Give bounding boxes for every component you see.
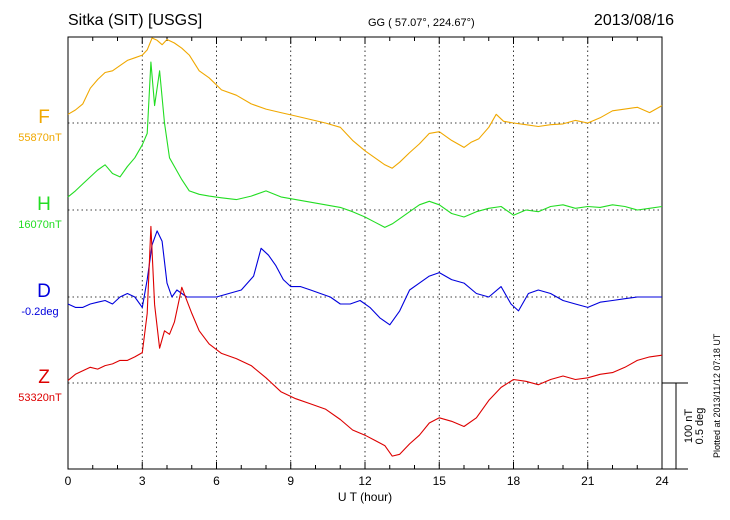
x-tick-label: 12 (358, 474, 372, 488)
trace-h (67, 61, 663, 228)
trace-d (67, 230, 662, 326)
baseline-value-d: -0.2deg (21, 306, 58, 318)
x-tick-label: 24 (655, 474, 669, 488)
x-tick-label: 6 (213, 474, 220, 488)
plotted-timestamp: Plotted at 2013/11/12 07:18 UT (712, 333, 722, 458)
x-tick-label: 0 (65, 474, 72, 488)
geographic-coordinates: GG ( 57.07°, 224.67°) (368, 17, 475, 29)
baseline-value-h: 16070nT (18, 219, 62, 231)
scale-bar-label-nt: 100 nT (683, 409, 695, 444)
x-tick-label: 21 (581, 474, 595, 488)
component-label-f: F (38, 107, 50, 128)
trace-f (67, 37, 663, 169)
x-tick-label: 9 (287, 474, 294, 488)
component-label-d: D (37, 281, 51, 302)
x-tick-label: 3 (139, 474, 146, 488)
scale-bar-label-deg: 0.5 deg (694, 408, 706, 445)
trace-z (67, 225, 663, 457)
x-axis-label: U T (hour) (338, 490, 392, 504)
component-label-h: H (37, 194, 51, 215)
station-title: Sitka (SIT) [USGS] (68, 12, 203, 29)
baseline-value-f: 55870nT (18, 132, 62, 144)
x-tick-label: 15 (433, 474, 447, 488)
x-tick-label: 18 (507, 474, 521, 488)
plot-date: 2013/08/16 (593, 12, 674, 29)
component-label-z: Z (38, 367, 50, 388)
baseline-value-z: 53320nT (18, 392, 62, 404)
